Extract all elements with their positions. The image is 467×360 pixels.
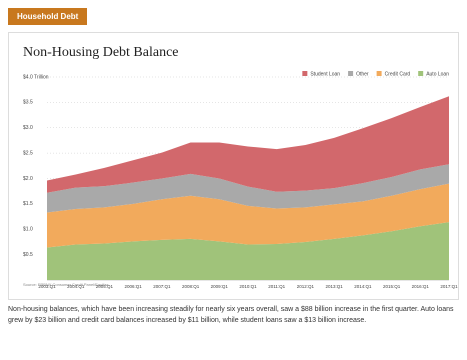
x-tick-label: 2008:Q1	[182, 284, 200, 289]
y-tick-label: $1.5	[23, 201, 33, 207]
x-tick-label: 2010:Q1	[239, 284, 257, 289]
legend-label: Student Loan	[310, 71, 340, 77]
x-tick-label: 2005:Q1	[96, 284, 114, 289]
tab-button[interactable]: Household Debt	[8, 8, 88, 25]
chart: Non-Housing Debt Balance Source: FRBNY C…	[23, 45, 458, 289]
y-tick-label: $4.0 Trillion	[23, 74, 49, 80]
x-tick-label: 2003:Q1	[38, 284, 56, 289]
chart-panel: Non-Housing Debt Balance Source: FRBNY C…	[8, 32, 459, 300]
legend-label: Other	[356, 71, 369, 77]
legend-swatch	[376, 71, 382, 76]
y-tick-label: $3.0	[23, 125, 33, 131]
x-tick-label: 2006:Q1	[125, 284, 143, 289]
x-tick-label: 2009:Q1	[211, 284, 229, 289]
area	[47, 183, 449, 248]
area	[47, 164, 449, 213]
y-tick-label: $2.0	[23, 176, 33, 182]
y-tick-label: $2.5	[23, 150, 33, 156]
source-note: Source: FRBNY Consumer Credit Panel/Equi…	[23, 282, 109, 287]
area	[47, 96, 449, 193]
legend-swatch	[418, 71, 424, 76]
y-tick-label: $0.5	[23, 252, 33, 258]
legend-label: Credit Card	[385, 71, 411, 77]
legend-swatch	[302, 71, 308, 76]
legend-label: Auto Loan	[426, 71, 449, 77]
chart-title: Non-Housing Debt Balance	[23, 45, 179, 60]
x-tick-label: 2004:Q1	[67, 284, 85, 289]
x-tick-label: 2015:Q1	[383, 284, 401, 289]
x-tick-label: 2007:Q1	[153, 284, 171, 289]
x-tick-label: 2013:Q1	[326, 284, 344, 289]
legend-swatch	[348, 71, 354, 76]
x-tick-label: 2016:Q1	[412, 284, 430, 289]
x-tick-label: 2014:Q1	[354, 284, 372, 289]
x-tick-label: 2017:Q1	[440, 284, 458, 289]
y-tick-label: $3.5	[23, 100, 33, 106]
paragraph: Non-housing balances, which have been in…	[8, 306, 454, 324]
x-tick-label: 2012:Q1	[297, 284, 315, 289]
x-tick-label: 2011:Q1	[268, 284, 285, 289]
y-tick-label: $1.0	[23, 227, 33, 233]
area	[47, 222, 449, 280]
